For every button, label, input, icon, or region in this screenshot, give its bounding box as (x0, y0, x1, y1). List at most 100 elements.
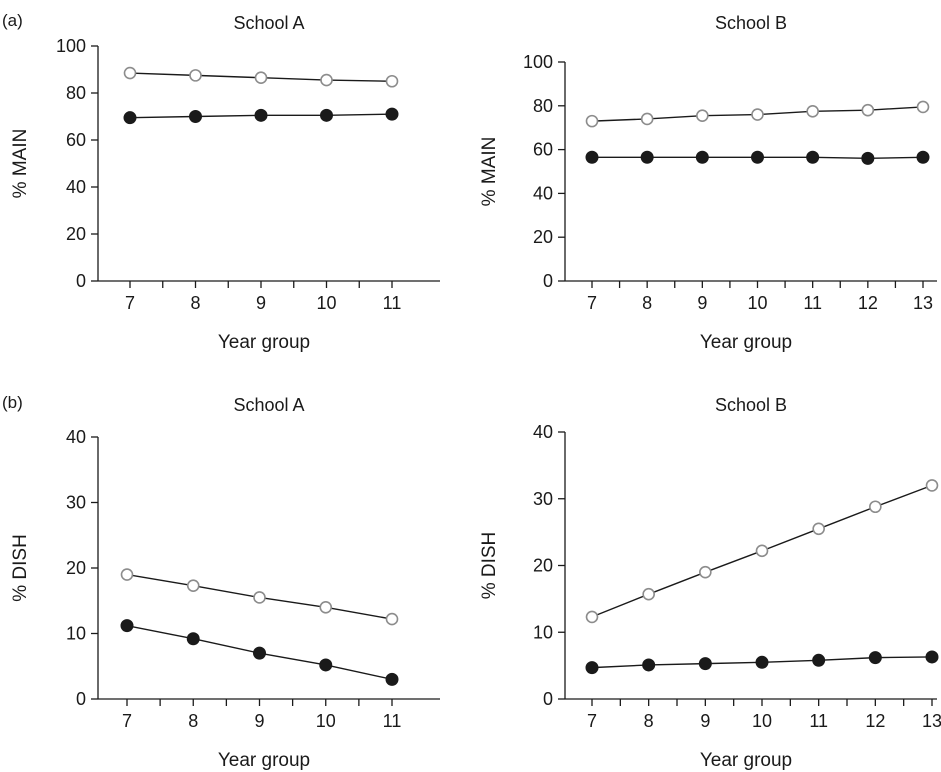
x-tick-label: 11 (383, 293, 402, 313)
x-tick-label: 11 (809, 711, 828, 731)
x-tick-label: 12 (865, 711, 885, 731)
data-point-filled (812, 653, 826, 667)
data-point-filled (698, 657, 712, 671)
y-tick-label: 30 (533, 489, 553, 509)
data-point-filled (189, 110, 202, 123)
y-tick-label: 10 (533, 622, 553, 642)
data-point-open (385, 612, 399, 626)
x-tick-label: 7 (122, 711, 132, 731)
data-point-open (320, 73, 333, 87)
x-tick-label: 8 (644, 711, 654, 731)
y-tick-label: 100 (56, 36, 86, 56)
x-tick-label: 10 (747, 293, 767, 313)
y-tick-label: 100 (523, 52, 553, 72)
y-tick-label: 40 (66, 427, 86, 447)
x-tick-label: 7 (125, 293, 135, 313)
data-point-filled (319, 658, 333, 672)
data-point-open (699, 565, 712, 579)
y-tick-label: 20 (66, 558, 86, 578)
data-point-filled (385, 672, 399, 686)
chart-0: School A 0 20 40 60 80 100 7 8 9 10 11 Year group % M… (10, 13, 440, 353)
x-tick-label: 13 (922, 711, 941, 731)
y-axis-label: % DISH (10, 534, 31, 602)
y-tick-label: 40 (533, 422, 553, 442)
data-point-filled (861, 151, 875, 165)
data-point-filled (806, 150, 820, 164)
data-point-open (319, 600, 333, 614)
data-point-filled (640, 150, 654, 164)
data-point-open (640, 112, 654, 126)
data-point-open (696, 109, 709, 122)
x-tick-label: 8 (188, 711, 198, 731)
data-point-open (916, 100, 930, 114)
y-tick-label: 30 (66, 493, 86, 513)
x-tick-label: 9 (697, 293, 707, 313)
x-tick-label: 10 (316, 293, 336, 313)
data-point-open (806, 104, 819, 118)
data-point-open (869, 500, 882, 514)
data-point-filled (868, 651, 882, 665)
data-point-open (585, 114, 599, 128)
y-axis-label: % MAIN (479, 137, 500, 207)
x-tick-label: 12 (858, 293, 878, 313)
x-tick-label: 11 (803, 293, 822, 313)
data-point-filled (751, 150, 764, 164)
chart-title: School B (715, 13, 787, 33)
x-tick-label: 9 (256, 293, 266, 313)
data-point-open (755, 544, 769, 558)
panel-label-a: (a) (2, 11, 23, 30)
chart-2: School A 0 10 20 30 40 7 8 9 10 11 Year group % DISH (10, 395, 440, 771)
data-point-filled (585, 661, 599, 675)
data-point-open (385, 74, 399, 88)
data-point-open (254, 71, 268, 85)
y-axis-label: % MAIN (10, 129, 31, 199)
y-tick-label: 40 (533, 183, 553, 203)
chart-3: School B 0 10 20 30 40 7 8 9 10 11 12 13 Year group % … (479, 395, 941, 771)
data-point-open (189, 69, 202, 82)
data-point-filled (254, 108, 268, 122)
y-tick-label: 20 (533, 227, 553, 247)
data-point-open (123, 66, 137, 80)
x-axis-label: Year group (218, 332, 310, 353)
data-point-filled (585, 150, 599, 164)
panel-label-b: (b) (2, 393, 23, 412)
data-point-filled (642, 658, 656, 672)
x-axis-label: Year group (700, 332, 792, 353)
data-point-open (925, 479, 939, 492)
y-tick-label: 0 (543, 689, 553, 709)
x-axis-label: Year group (700, 750, 792, 771)
data-point-filled (320, 108, 333, 122)
data-point-filled (123, 111, 137, 125)
data-point-open (186, 579, 200, 592)
data-point-filled (253, 646, 266, 660)
y-tick-label: 60 (66, 130, 86, 150)
data-point-filled (695, 150, 709, 164)
data-point-open (120, 568, 134, 581)
x-tick-label: 11 (383, 711, 402, 731)
x-tick-label: 9 (700, 711, 710, 731)
y-tick-label: 80 (66, 83, 86, 103)
data-point-filled (385, 107, 399, 121)
data-point-filled (916, 150, 930, 164)
data-point-filled (925, 650, 939, 664)
y-tick-label: 0 (543, 271, 553, 291)
chart-title: School B (715, 395, 787, 415)
x-tick-label: 10 (316, 711, 336, 731)
y-tick-label: 20 (533, 556, 553, 576)
x-tick-label: 13 (913, 293, 933, 313)
x-axis-label: Year group (218, 750, 310, 771)
y-tick-label: 0 (76, 271, 86, 291)
data-point-open (642, 587, 655, 601)
x-tick-label: 8 (190, 293, 200, 313)
data-point-filled (120, 619, 134, 633)
data-point-filled (755, 655, 769, 669)
chart-title: School A (233, 13, 304, 33)
y-tick-label: 10 (66, 624, 86, 644)
y-tick-label: 80 (533, 96, 553, 116)
data-point-open (812, 522, 825, 536)
x-tick-label: 7 (587, 293, 597, 313)
y-axis-label: % DISH (479, 532, 500, 600)
data-point-open (861, 103, 875, 117)
